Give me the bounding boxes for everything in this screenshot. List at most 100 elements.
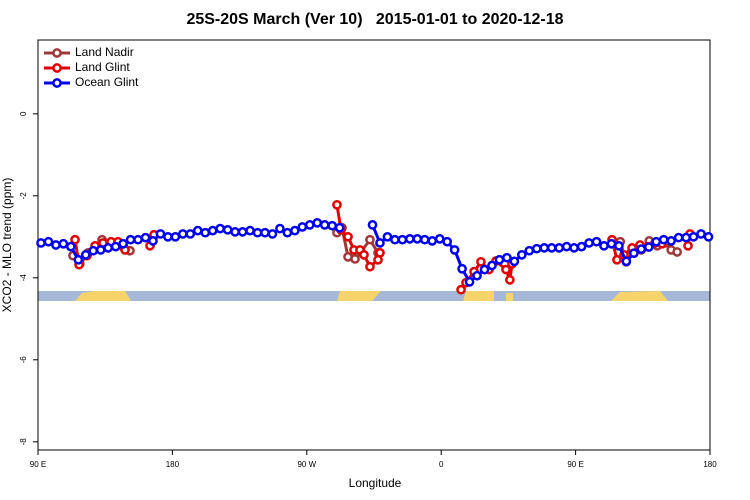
series-point (192, 225, 203, 236)
x-axis-label: Longitude (349, 476, 402, 490)
series-point (569, 243, 579, 253)
series-point (524, 245, 535, 256)
series-point (252, 227, 263, 238)
series-point (297, 222, 308, 232)
series-point (502, 252, 512, 263)
series-point (95, 245, 106, 255)
land-mask (38, 291, 710, 301)
land-patch (463, 291, 494, 301)
series-line (73, 204, 692, 291)
series-point (576, 241, 587, 252)
series-point (683, 240, 693, 251)
series-point (449, 245, 460, 255)
series-point (332, 199, 342, 210)
legend-marker (52, 78, 62, 88)
series-point (487, 260, 497, 271)
chart-title: 25S-20S March (Ver 10) 2015-01-01 to 202… (186, 11, 563, 28)
land-patch (506, 293, 513, 301)
series-point (80, 249, 91, 260)
series-point (350, 254, 360, 264)
series-point (118, 238, 128, 249)
series-point (456, 284, 466, 295)
series-point (658, 234, 669, 245)
series-point (404, 234, 415, 244)
series-point (666, 236, 677, 246)
series-point (427, 236, 438, 246)
x-tick-label: 180 (703, 460, 717, 469)
series-point (36, 238, 46, 248)
series-point (51, 240, 61, 250)
series-point (651, 236, 662, 247)
series-point (636, 244, 647, 254)
series-point (367, 220, 378, 230)
series-point (375, 247, 385, 258)
series-point (584, 238, 594, 248)
series-point (125, 234, 136, 245)
series-point (612, 254, 622, 265)
series-point (103, 243, 114, 253)
series-point (245, 225, 255, 236)
series-point (419, 234, 430, 245)
series-point (170, 231, 181, 242)
series-point (155, 229, 166, 239)
series-point (606, 238, 617, 249)
series-point (140, 232, 151, 243)
series-point (434, 234, 445, 244)
series-point (673, 232, 684, 243)
series-point (672, 247, 682, 257)
y-tick-label: -6 (19, 356, 28, 364)
x-tick-label: 180 (166, 460, 180, 469)
series-point (643, 242, 654, 252)
series-point (397, 234, 408, 245)
series-point (472, 270, 482, 281)
series-point (163, 231, 173, 242)
series-point (230, 227, 240, 237)
series-point (614, 240, 624, 251)
series-point (412, 234, 423, 244)
series-point (88, 245, 99, 256)
series-point (696, 229, 706, 239)
series-point (365, 234, 375, 245)
series-point (290, 225, 300, 236)
series-point (365, 261, 375, 272)
legend-marker (52, 63, 62, 73)
series-point (703, 231, 714, 242)
series-point (178, 229, 188, 239)
series-point (375, 238, 385, 248)
series-point (531, 243, 542, 254)
y-axis-label: XCO2 - MLO trend (ppm) (0, 178, 14, 313)
x-tick-label: 90 W (297, 460, 316, 469)
series-point (282, 227, 293, 238)
series-point (546, 243, 557, 253)
series-point (554, 243, 565, 253)
series-point (539, 243, 550, 253)
y-tick-label: -4 (19, 274, 28, 282)
y-tick-label: 0 (19, 111, 28, 116)
series-point (628, 248, 639, 259)
series-point (382, 231, 393, 242)
series-point (334, 222, 345, 233)
series-point (133, 234, 143, 245)
series-point (494, 254, 505, 265)
y-tick-label: -2 (19, 192, 28, 200)
series-point (148, 236, 158, 246)
legend-label: Land Nadir (75, 45, 134, 59)
land-patch (337, 291, 381, 301)
series-point (237, 227, 248, 237)
series-point (479, 264, 490, 275)
y-tick-label: -8 (19, 438, 28, 446)
series-point (476, 256, 486, 267)
series-point (464, 277, 475, 287)
series-point (312, 218, 323, 228)
series-point (509, 256, 520, 267)
series-point (457, 263, 467, 274)
series-point (505, 275, 515, 285)
series-point (359, 249, 369, 260)
series-point (66, 241, 76, 252)
series-point (215, 223, 226, 234)
series-point (591, 236, 602, 247)
series-point (58, 238, 69, 249)
legend-marker (52, 48, 62, 58)
